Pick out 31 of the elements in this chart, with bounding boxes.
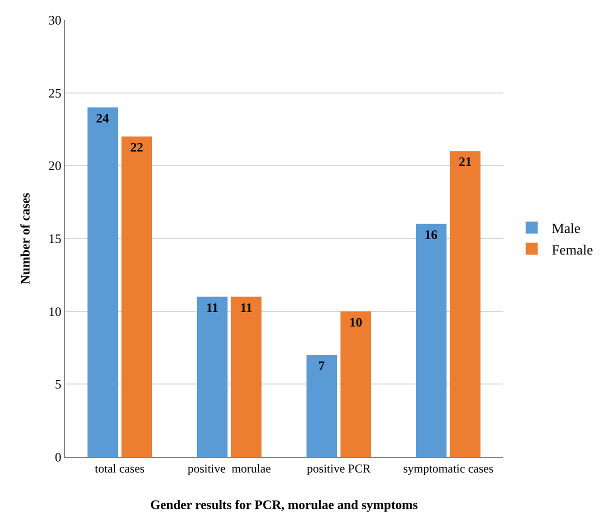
y-tick-label: 10 [48,304,62,319]
data-label: 10 [349,314,362,330]
y-tick-label: 15 [48,231,62,246]
x-tick-label: symptomatic cases [403,461,494,476]
bar [416,224,447,457]
legend-label: Female [552,243,593,258]
data-label: 16 [424,226,438,242]
data-label: 11 [240,300,252,315]
bar [306,355,338,457]
bar [88,107,118,457]
bar [121,136,152,457]
bar [450,151,480,457]
data-label: 24 [96,110,110,126]
legend-label: Male [552,222,581,238]
y-tick-label: 30 [48,12,62,28]
data-label: 11 [206,300,218,315]
x-tick-label: positive morulae [188,461,271,476]
y-tick-label: 25 [48,85,62,100]
data-label: 22 [130,140,144,155]
data-label: 21 [458,154,472,170]
bar [340,311,371,457]
x-tick-label: total cases [94,461,145,476]
y-axis-title: Number of cases [17,192,32,284]
data-label: 7 [318,358,326,374]
y-tick-label: 5 [54,376,62,392]
y-tick-label: 0 [54,450,62,465]
x-tick-label: positive PCR [306,461,371,476]
x-axis-title: Gender results for PCR, morulae and symptoms [150,497,418,512]
bar [197,296,228,457]
bar [230,296,262,457]
y-tick-label: 20 [48,158,62,174]
